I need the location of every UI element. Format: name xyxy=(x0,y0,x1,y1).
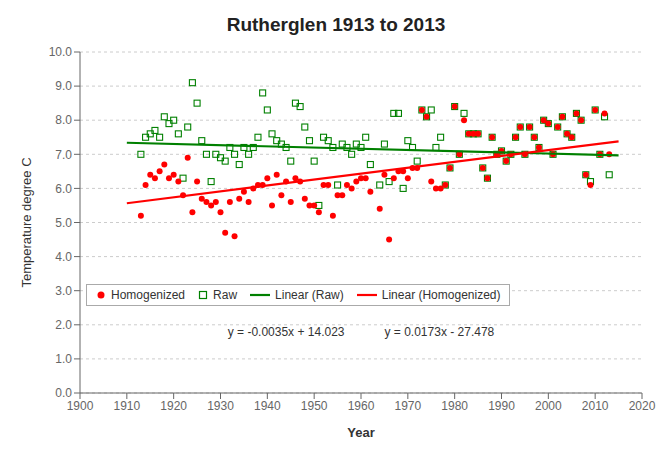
svg-text:9.0: 9.0 xyxy=(55,79,72,93)
html-text:Homogenized: Homogenized xyxy=(111,287,185,302)
svg-text:Temperature degree C: Temperature degree C xyxy=(19,157,34,287)
svg-text:10.0: 10.0 xyxy=(49,45,73,59)
svg-text:6.0: 6.0 xyxy=(55,182,72,196)
svg-text:Year: Year xyxy=(347,425,374,440)
html-text:Rutherglen 1913 to 2013: Rutherglen 1913 to 2013 xyxy=(226,14,446,35)
svg-text:1990: 1990 xyxy=(488,399,515,413)
svg-text:5.0: 5.0 xyxy=(55,216,72,230)
svg-text:1930: 1930 xyxy=(207,399,234,413)
svg-text:8.0: 8.0 xyxy=(55,113,72,127)
html-text:Linear (Homogenized): Linear (Homogenized) xyxy=(381,287,501,302)
html-text:Raw: Raw xyxy=(213,287,238,302)
svg-text:1980: 1980 xyxy=(441,399,468,413)
svg-text:1940: 1940 xyxy=(254,399,281,413)
svg-text:1950: 1950 xyxy=(301,399,328,413)
svg-text:1920: 1920 xyxy=(160,399,187,413)
svg-text:7.0: 7.0 xyxy=(55,148,72,162)
html-text:Linear (Raw): Linear (Raw) xyxy=(275,287,344,302)
svg-text:1.0: 1.0 xyxy=(55,352,72,366)
svg-text:1970: 1970 xyxy=(394,399,421,413)
svg-text:1960: 1960 xyxy=(348,399,375,413)
svg-text:2000: 2000 xyxy=(535,399,562,413)
html-text:y = -0.0035x + 14.023: y = -0.0035x + 14.023 xyxy=(227,325,345,340)
svg-text:1900: 1900 xyxy=(67,399,94,413)
svg-text:0.0: 0.0 xyxy=(55,386,72,400)
svg-text:2.0: 2.0 xyxy=(55,318,72,332)
svg-text:4.0: 4.0 xyxy=(55,250,72,264)
svg-text:1910: 1910 xyxy=(113,399,140,413)
svg-text:2010: 2010 xyxy=(582,399,609,413)
html-text:y = 0.0173x - 27.478: y = 0.0173x - 27.478 xyxy=(384,325,495,340)
svg-text:3.0: 3.0 xyxy=(55,284,72,298)
svg-text:2020: 2020 xyxy=(629,399,656,413)
